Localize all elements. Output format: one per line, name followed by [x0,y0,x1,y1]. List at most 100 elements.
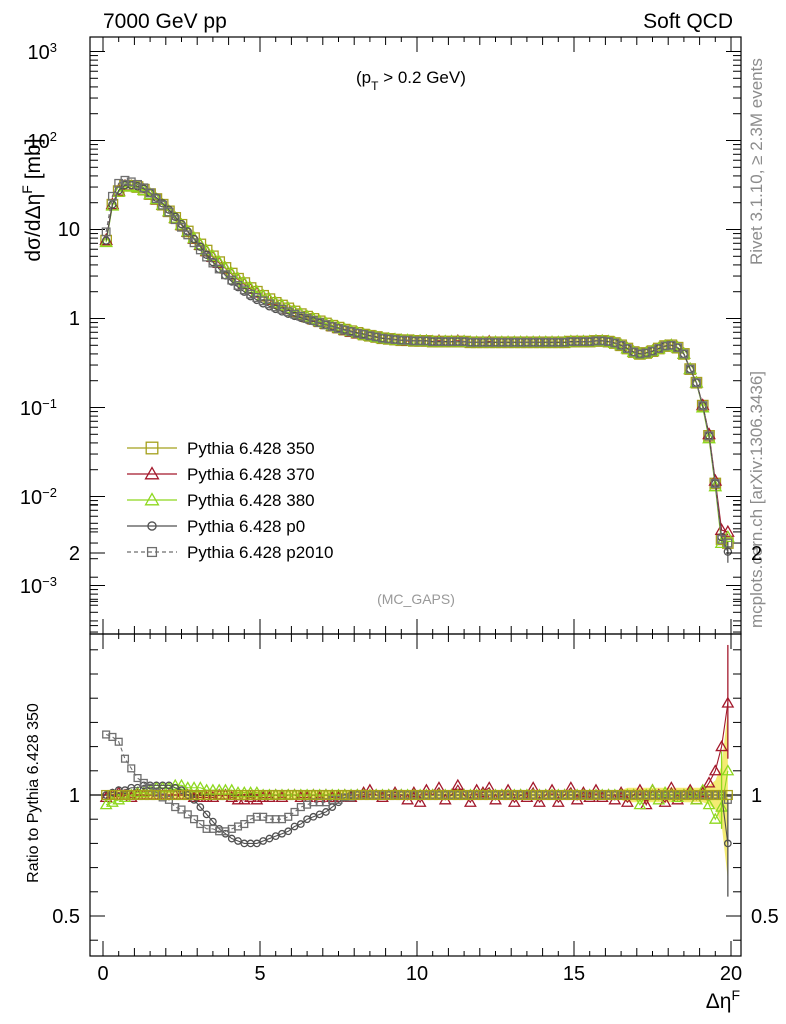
data-point [541,337,551,347]
data-point [629,347,639,357]
ratio-data-point [278,829,286,838]
data-point [710,479,720,488]
ratio-data-point [647,789,658,801]
data-point [315,318,325,328]
data-point [553,337,563,347]
ratio-data-point [603,789,614,801]
main-axis-ticks [90,37,741,634]
ratio-data-point [133,774,142,783]
ratio-data-point [252,839,261,848]
xtick-label: 20 [720,963,742,985]
ratio-data-point [703,789,715,801]
ratio-data-point [200,790,214,803]
ratio-data-point [653,789,664,801]
data-point [396,335,406,345]
ratio-data-point [119,789,131,801]
data-point [202,252,212,262]
legend-entry: Pythia 6.428 p0 [127,517,305,536]
ratio-data-point [672,789,683,801]
main-y-tick-labels: 10−3 10−2 10−1 1 10 102 103 [20,40,80,599]
ratio-data-point [620,795,634,807]
ratio-data-point [421,789,432,801]
ratio-data-point [231,785,245,798]
ratio-data-point [163,789,174,801]
ratio-data-point [339,789,350,801]
ratio-data-point [113,789,124,801]
data-point [302,314,312,323]
xtick-label: 10 [406,963,428,985]
ratio-data-point [660,789,671,801]
ratio-data-point [226,789,237,801]
legend-label: Pythia 6.428 380 [187,491,315,510]
data-point [308,316,318,325]
ratio-data-point [609,789,620,801]
data-point [283,307,293,317]
ratio-data-point [639,798,653,810]
ratio-data-point [126,789,137,801]
data-point [371,332,381,342]
data-point [491,337,500,347]
ratio-data-point [459,789,470,801]
ratio-data-point [315,810,324,819]
data-point [221,270,230,280]
ratio-data-point [251,789,262,801]
ratio-data-point [193,790,207,803]
data-point [227,275,237,285]
ratio-data-point [108,732,117,741]
ytick-label-1e3: 103 [28,40,57,65]
ratio-data-point [276,789,288,801]
ratio-data-point [240,819,249,829]
data-point [189,238,199,248]
legend-marker [147,521,157,531]
data-point [509,337,519,347]
legend-marker [144,466,160,480]
ratio-data-point [202,810,211,819]
ratio-data-point [258,789,269,801]
ratio-ytick-label-right: 1 [751,785,762,807]
ratio-axis-ticks [90,504,741,956]
ratio-data-point [545,783,559,795]
ratio-data-point [363,783,377,795]
ratio-data-point [628,789,639,801]
ratio-data-point [364,789,375,801]
ratio-data-point [463,795,477,807]
ratio-data-point [195,789,206,801]
ratio-panel: 0.5 0.5 1 1 2 2 0 5 10 15 20 Ratio to Pythia 6.42… [25,504,779,1013]
ratio-data-point [322,808,330,816]
data-point [390,335,400,345]
legend-label: Pythia 6.428 p0 [187,517,305,536]
data-point [164,207,174,217]
ratio-y-tick-labels: 0.5 0.5 1 1 2 2 [52,543,779,928]
ratio-data-point [170,789,181,801]
data-point [290,309,299,319]
ytick-label-1e-3: 10−3 [20,574,57,599]
data-point [409,336,419,346]
data-point [591,336,601,346]
ratio-data-point [127,764,136,773]
data-point [597,336,607,346]
ratio-data-point [264,789,275,801]
ratio-data-point [702,776,716,788]
ratio-data-point [177,805,186,814]
ratio-data-point [320,789,331,801]
ratio-data-point [120,754,130,763]
data-point [108,200,117,209]
ratio-data-point [433,789,445,801]
data-point [516,337,526,347]
cut-annotation: (pT > 0.2 GeV) [356,68,466,93]
ratio-data-point [708,764,722,776]
data-point [673,343,683,353]
data-point [704,431,714,441]
ratio-data-point [250,785,264,798]
data-point [679,349,689,359]
data-point [610,338,620,348]
data-point [641,348,651,358]
ratio-data-point [214,789,225,801]
data-point [453,337,463,347]
ratio-series-pythia-6-428-p2010 [102,730,732,836]
x-axis-label: ΔηF [706,987,740,1013]
data-point [177,222,186,232]
ratio-data-point [187,781,201,793]
ratio-data-point [290,822,299,831]
